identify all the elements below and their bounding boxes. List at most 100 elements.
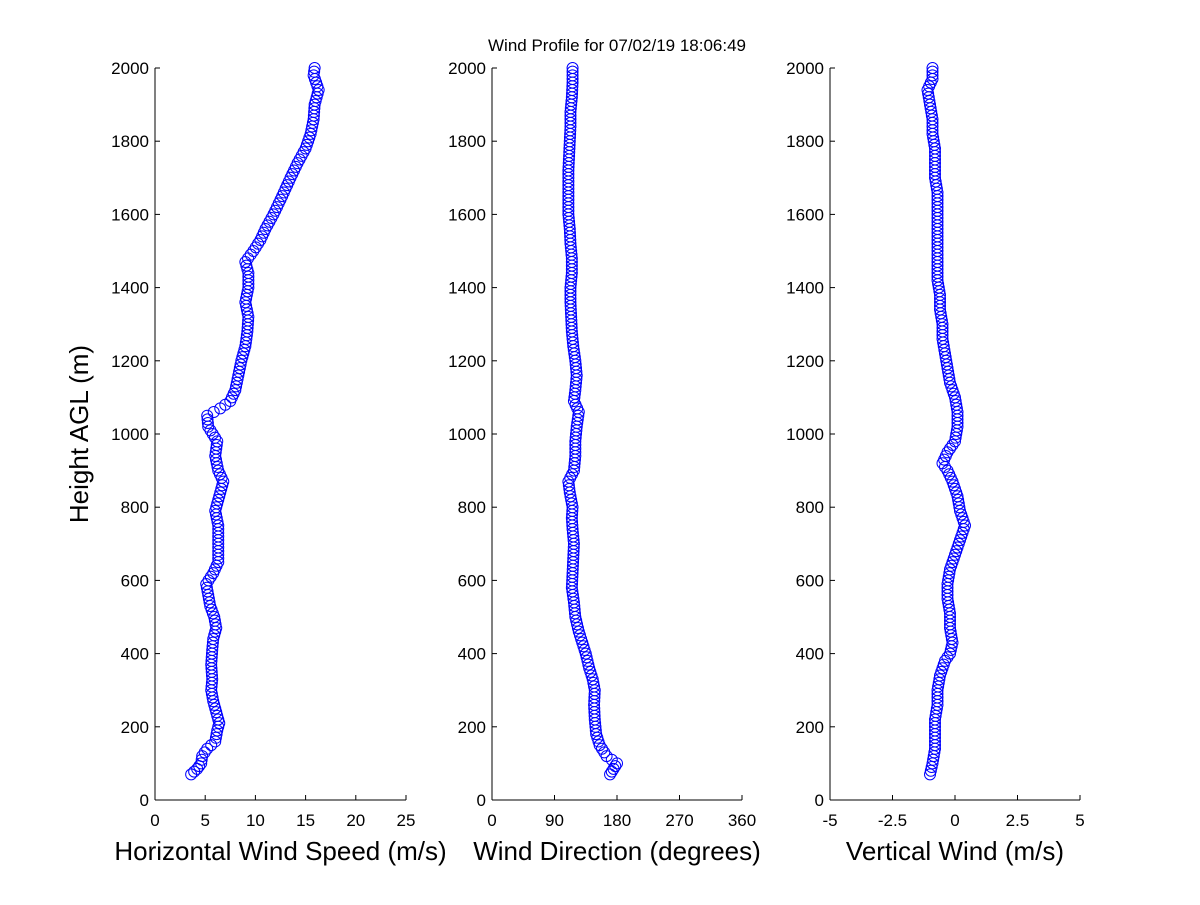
data-point [204, 424, 217, 437]
x-tick-label: 2.5 [1006, 811, 1030, 830]
data-point [562, 479, 575, 492]
data-point [212, 713, 225, 726]
y-tick-label: 800 [458, 498, 486, 517]
data-point [946, 438, 959, 451]
data-point [941, 651, 954, 664]
y-tick-label: 1400 [786, 279, 824, 298]
y-tick-label: 1000 [786, 425, 824, 444]
data-point [206, 428, 219, 440]
y-tick-label: 1200 [111, 352, 149, 371]
x-tick-label: 270 [665, 811, 693, 830]
series-markers [185, 62, 325, 781]
data-point [252, 237, 265, 250]
data-point [922, 87, 935, 100]
data-point [926, 65, 939, 78]
data-point [926, 69, 939, 82]
data-point [195, 753, 208, 766]
y-tick-label: 1200 [786, 352, 824, 371]
y-tick-label: 200 [121, 718, 149, 737]
y-tick-label: 1800 [786, 132, 824, 151]
data-point [310, 91, 323, 104]
data-point [208, 614, 221, 627]
data-point [949, 395, 962, 408]
panel-2: 0 90 180 270 360 0 200 400 600 800 1000 1200 1400 160… [448, 59, 761, 866]
panel-3: -5 -2.5 0 2.5 5 0 200 400 600 800 1000 1200 1400 1600… [786, 59, 1085, 866]
panel-1: 0 5 10 15 20 25 0 200 400 600 800 1000 1200 1400 1600 1… [64, 59, 447, 866]
y-tick-label: 600 [458, 571, 486, 590]
series-markers [921, 62, 971, 781]
y-tick-label: 400 [458, 645, 486, 664]
y-axis-label: Height AGL (m) [64, 345, 94, 523]
x-tick-label: -5 [822, 811, 837, 830]
x-tick-label: 20 [346, 811, 365, 830]
data-point [211, 435, 224, 448]
data-point [309, 94, 322, 107]
x-tick-label: 0 [950, 811, 959, 830]
data-point [211, 709, 224, 722]
x-tick-label: 25 [397, 811, 416, 830]
x-tick-label: 5 [1075, 811, 1084, 830]
data-point [942, 570, 955, 583]
data-point [201, 742, 214, 755]
x-tick-label: 5 [200, 811, 209, 830]
figure-title: Wind Profile for 07/02/19 18:06:49 [488, 36, 746, 55]
y-tick-label: 400 [121, 645, 149, 664]
data-point [208, 698, 221, 711]
data-point [210, 438, 223, 451]
data-point [198, 746, 211, 759]
x-axis-label: Wind Direction (degrees) [473, 836, 761, 866]
data-point [952, 493, 965, 506]
data-point [566, 69, 579, 82]
data-point [210, 706, 223, 719]
y-tick-label: 1800 [111, 132, 149, 151]
data-point [926, 62, 939, 74]
data-point [943, 567, 956, 580]
y-tick-label: 0 [815, 791, 824, 810]
data-point [600, 750, 613, 763]
y-tick-label: 200 [458, 718, 486, 737]
data-point [214, 486, 227, 499]
y-tick-label: 1400 [448, 279, 486, 298]
y-tick-label: 1200 [448, 352, 486, 371]
data-point [933, 673, 946, 686]
data-point [307, 69, 320, 82]
data-point [588, 680, 601, 693]
data-point [587, 676, 600, 689]
y-tick-label: 600 [121, 571, 149, 590]
data-point [209, 618, 222, 631]
data-point [237, 347, 250, 360]
y-tick-label: 600 [796, 571, 824, 590]
y-tick-label: 1600 [448, 205, 486, 224]
data-point [308, 65, 321, 78]
y-tick-label: 0 [140, 791, 149, 810]
data-point [236, 351, 249, 364]
y-tick-label: 1800 [448, 132, 486, 151]
x-tick-label: 360 [728, 811, 756, 830]
x-tick-label: 15 [296, 811, 315, 830]
y-tick-label: 1000 [448, 425, 486, 444]
data-point [566, 62, 579, 74]
y-tick-label: 2000 [786, 59, 824, 78]
data-point [952, 497, 965, 510]
data-point [201, 417, 214, 430]
x-axis-label: Horizontal Wind Speed (m/s) [114, 836, 446, 866]
data-point [939, 654, 951, 667]
y-tick-label: 0 [477, 791, 486, 810]
data-point [215, 482, 228, 495]
data-point [207, 406, 220, 419]
y-tick-label: 200 [796, 718, 824, 737]
data-point [201, 409, 214, 422]
y-tick-label: 800 [796, 498, 824, 517]
y-tick-label: 1600 [786, 205, 824, 224]
data-point [210, 728, 223, 741]
data-point [209, 702, 222, 715]
x-tick-label: 0 [150, 811, 159, 830]
x-tick-label: 0 [487, 811, 496, 830]
data-point [204, 570, 217, 583]
data-point [941, 464, 954, 477]
data-point [208, 629, 221, 642]
data-point [195, 757, 208, 770]
data-point [595, 742, 608, 755]
